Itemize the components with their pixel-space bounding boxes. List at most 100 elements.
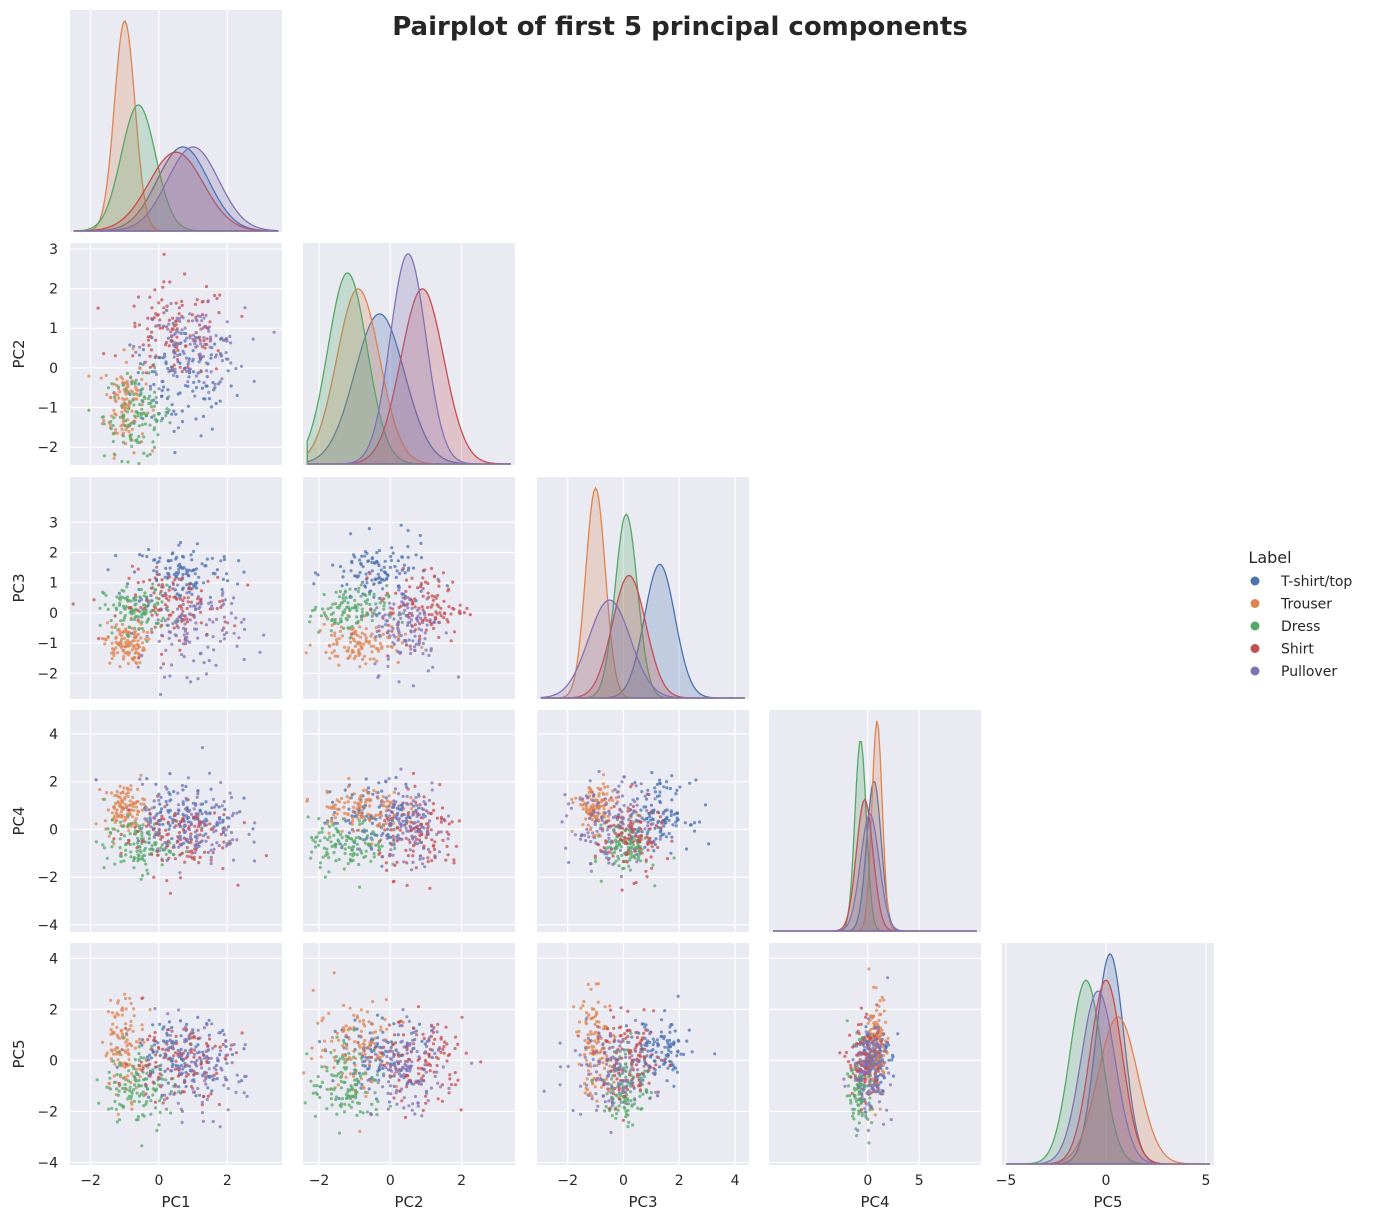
y-tick-label: −1 — [37, 401, 58, 417]
point — [355, 1027, 359, 1031]
point — [205, 819, 209, 823]
point — [124, 419, 128, 423]
point — [384, 998, 388, 1002]
point — [349, 1094, 354, 1098]
point — [415, 1049, 419, 1054]
point — [382, 1074, 386, 1078]
point — [620, 794, 625, 798]
point — [204, 800, 208, 804]
point — [228, 839, 232, 843]
point — [191, 357, 195, 361]
point — [404, 643, 408, 647]
point — [107, 1107, 111, 1111]
point — [361, 657, 365, 662]
point — [158, 592, 162, 596]
point — [183, 807, 187, 811]
point — [605, 792, 609, 796]
point — [333, 631, 337, 635]
point — [675, 1070, 680, 1074]
point — [398, 612, 403, 616]
point — [148, 1034, 152, 1038]
point — [171, 316, 175, 320]
point — [395, 806, 399, 811]
point — [187, 809, 191, 814]
point — [435, 832, 439, 837]
point — [210, 806, 214, 810]
point — [101, 590, 105, 594]
point — [351, 819, 355, 823]
point — [262, 633, 266, 637]
point — [346, 656, 350, 661]
point — [321, 1048, 325, 1052]
point — [120, 459, 124, 464]
point — [114, 640, 118, 645]
point — [106, 386, 111, 390]
point — [434, 1055, 438, 1059]
point — [384, 779, 388, 783]
point — [314, 605, 318, 610]
point — [401, 596, 405, 600]
point — [325, 1087, 329, 1091]
point — [163, 355, 167, 359]
point — [116, 1058, 120, 1062]
point — [197, 336, 201, 340]
point — [364, 777, 368, 781]
point — [366, 812, 370, 816]
point — [182, 331, 186, 335]
point — [147, 852, 151, 856]
point — [71, 602, 75, 606]
point — [195, 846, 199, 850]
point — [148, 387, 153, 391]
point — [234, 616, 238, 620]
point — [183, 1049, 187, 1053]
point — [658, 778, 662, 782]
point — [166, 1067, 170, 1071]
point — [198, 855, 202, 860]
x-tick-label: 2 — [457, 1173, 466, 1189]
point — [404, 589, 408, 594]
point — [331, 642, 336, 646]
point — [211, 620, 215, 624]
y-tick-label: 1 — [49, 321, 58, 337]
point — [392, 1052, 396, 1056]
point — [110, 656, 114, 661]
point — [662, 1034, 667, 1039]
point — [166, 1081, 170, 1085]
point — [194, 386, 198, 390]
point — [635, 860, 639, 864]
point — [386, 664, 390, 669]
point — [147, 837, 151, 841]
point — [132, 617, 137, 622]
point — [356, 633, 360, 638]
point — [142, 451, 146, 455]
point — [339, 833, 343, 837]
point — [118, 795, 122, 800]
point — [115, 815, 120, 819]
point — [372, 789, 376, 793]
point — [181, 802, 185, 807]
point — [182, 367, 187, 371]
point — [416, 1066, 421, 1070]
point — [670, 774, 674, 778]
point — [211, 851, 215, 855]
point — [384, 861, 388, 865]
point — [110, 631, 114, 635]
point — [143, 360, 147, 365]
point — [651, 822, 655, 826]
point — [363, 1071, 367, 1075]
point — [119, 860, 123, 864]
point — [242, 796, 246, 800]
point — [153, 606, 158, 610]
point — [187, 1037, 191, 1041]
point — [122, 618, 126, 622]
point — [186, 319, 190, 323]
point — [433, 615, 437, 619]
point — [352, 656, 356, 661]
point — [207, 390, 211, 394]
point — [620, 821, 624, 825]
point — [137, 1063, 141, 1068]
point — [358, 1045, 362, 1049]
point — [564, 846, 568, 850]
point — [370, 821, 374, 826]
point — [387, 1023, 392, 1027]
